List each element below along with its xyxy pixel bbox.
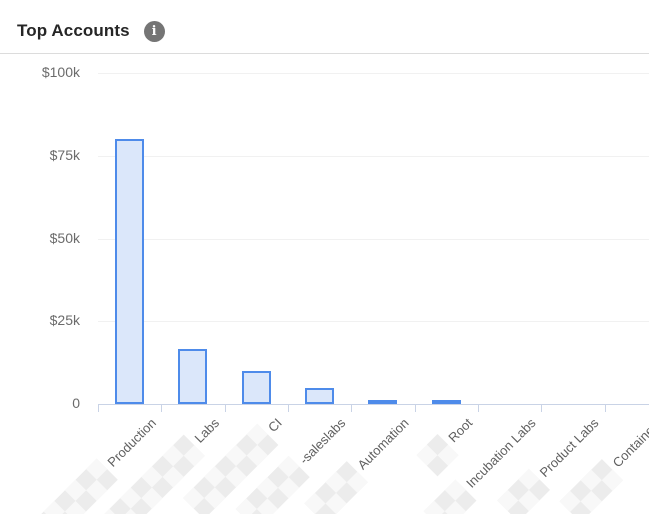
x-axis-tick-1 [161, 404, 163, 412]
x-category-label-text: -saleslabs [296, 415, 349, 468]
x-category-label-text: Containers [610, 415, 649, 471]
x-axis-tick-0 [98, 404, 99, 412]
x-axis-tick-6 [477, 404, 479, 412]
redacted-prefix-mosaic [21, 458, 118, 514]
bar-automation[interactable] [368, 400, 398, 404]
gridline-100k [98, 73, 649, 74]
gridline-75k [98, 155, 649, 157]
bar-root[interactable] [431, 400, 461, 404]
header-divider [0, 53, 649, 54]
y-tick-label-4: 0 [72, 395, 80, 411]
x-axis-tick-4 [351, 404, 353, 412]
x-axis-tick-5 [414, 404, 416, 412]
x-category-label-text: Automation [354, 415, 412, 473]
y-tick-label-2: $50k [49, 229, 80, 246]
widget-header: Top Accounts i [17, 16, 165, 46]
x-category-label-text: Production [103, 415, 159, 470]
x-axis-tick-7 [541, 404, 543, 412]
gridline-50k [98, 238, 649, 240]
x-category-label-text: Labs [191, 415, 222, 446]
bar-ci[interactable] [241, 371, 271, 404]
page-title: Top Accounts [17, 21, 130, 40]
x-category-label-text: Root [445, 415, 476, 446]
bar--saleslabs[interactable] [305, 388, 335, 404]
gridline-25k [98, 321, 649, 323]
x-category-label-text: CI [265, 415, 286, 436]
bar-production[interactable] [115, 139, 145, 404]
bar-labs[interactable] [178, 349, 208, 404]
x-axis-line [98, 404, 649, 405]
x-axis-tick-2 [224, 404, 226, 412]
x-axis-tick-3 [287, 404, 289, 412]
x-axis-tick-8 [604, 404, 606, 412]
y-axis-labels: $100k $75k $50k $25k 0 [0, 64, 80, 411]
y-tick-label-1: $75k [49, 146, 80, 163]
y-tick-label-0: $100k [41, 64, 80, 80]
info-icon[interactable]: i [143, 20, 165, 42]
plot-area: Production Labs CI -saleslabs Automation Root… [21, 73, 649, 514]
y-tick-label-3: $25k [49, 312, 80, 329]
